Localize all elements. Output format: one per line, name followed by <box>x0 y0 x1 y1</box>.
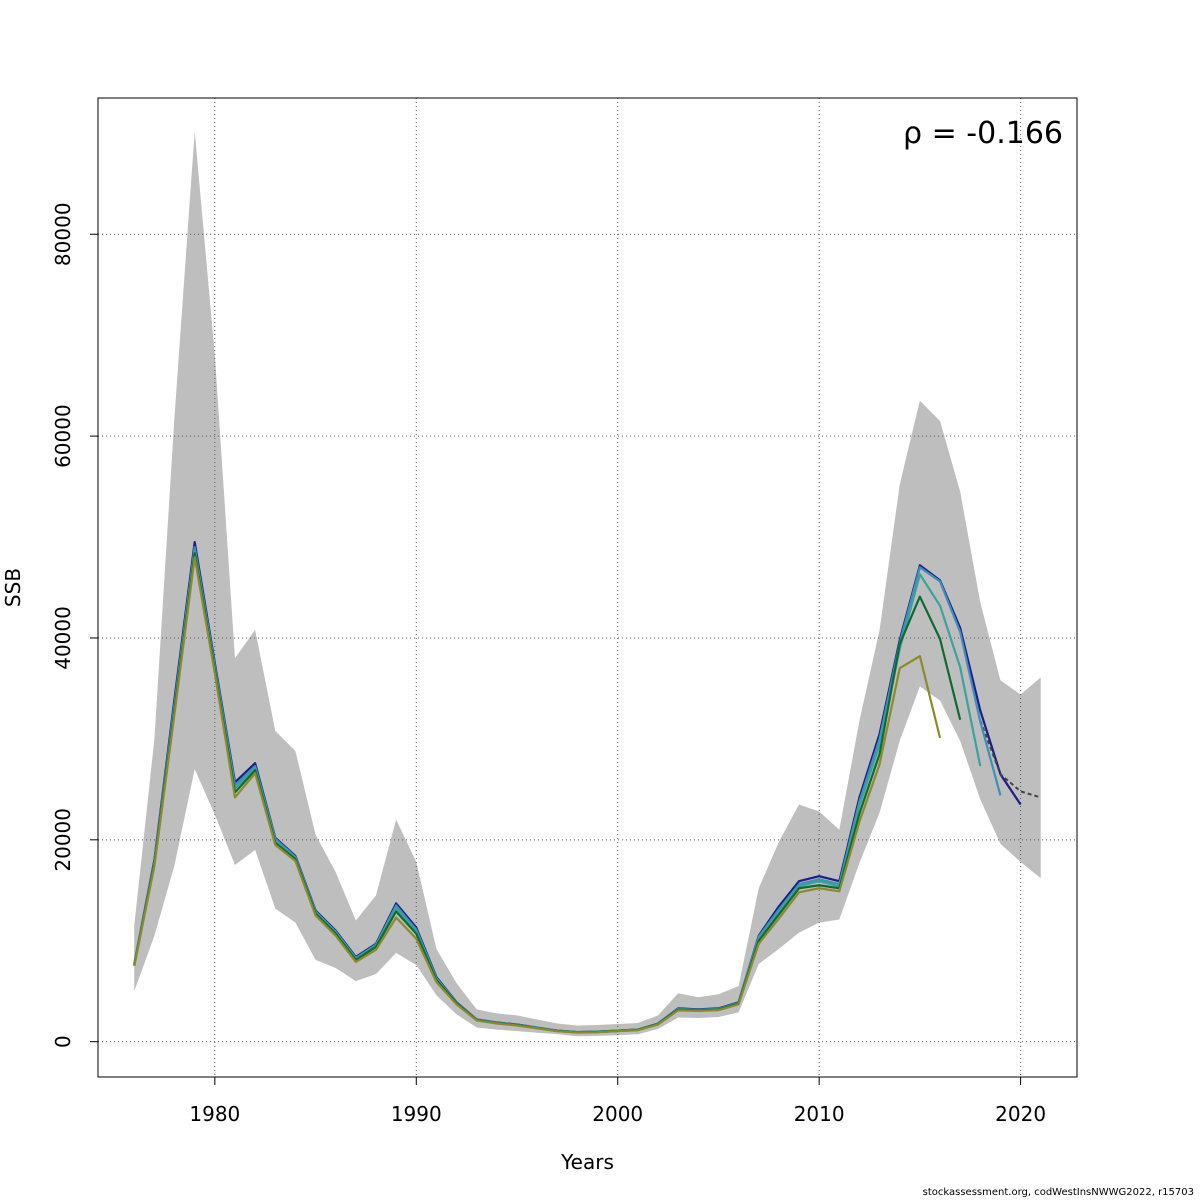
x-tick-label-2010: 2010 <box>794 1102 845 1126</box>
series-layer <box>133 540 1042 1034</box>
confidence-band <box>134 131 1041 1037</box>
y-tick-label-80000: 80000 <box>51 202 75 266</box>
y-tick-label-60000: 60000 <box>51 404 75 468</box>
confidence-band-layer <box>134 131 1041 1037</box>
x-tick-label-2000: 2000 <box>592 1102 643 1126</box>
x-tick-label-1990: 1990 <box>391 1102 442 1126</box>
mohn-rho-annotation: ρ = -0.166 <box>903 116 1063 151</box>
x-axis-label: Years <box>560 1150 614 1174</box>
y-tick-label-40000: 40000 <box>51 606 75 670</box>
y-tick-label-0: 0 <box>51 1035 75 1048</box>
x-axis: 1980 1990 2000 2010 2020 <box>189 1076 1046 1126</box>
x-tick-label-2020: 2020 <box>995 1102 1046 1126</box>
credit-text: stockassessment.org, codWestInsNWWG2022,… <box>922 1187 1194 1198</box>
y-axis: 0 20000 40000 60000 80000 <box>51 202 98 1048</box>
y-tick-label-20000: 20000 <box>51 808 75 872</box>
series-line-6 <box>133 556 942 1034</box>
x-tick-label-1980: 1980 <box>189 1102 240 1126</box>
series-line-2 <box>979 720 1042 799</box>
y-axis-label: SSB <box>1 568 25 607</box>
